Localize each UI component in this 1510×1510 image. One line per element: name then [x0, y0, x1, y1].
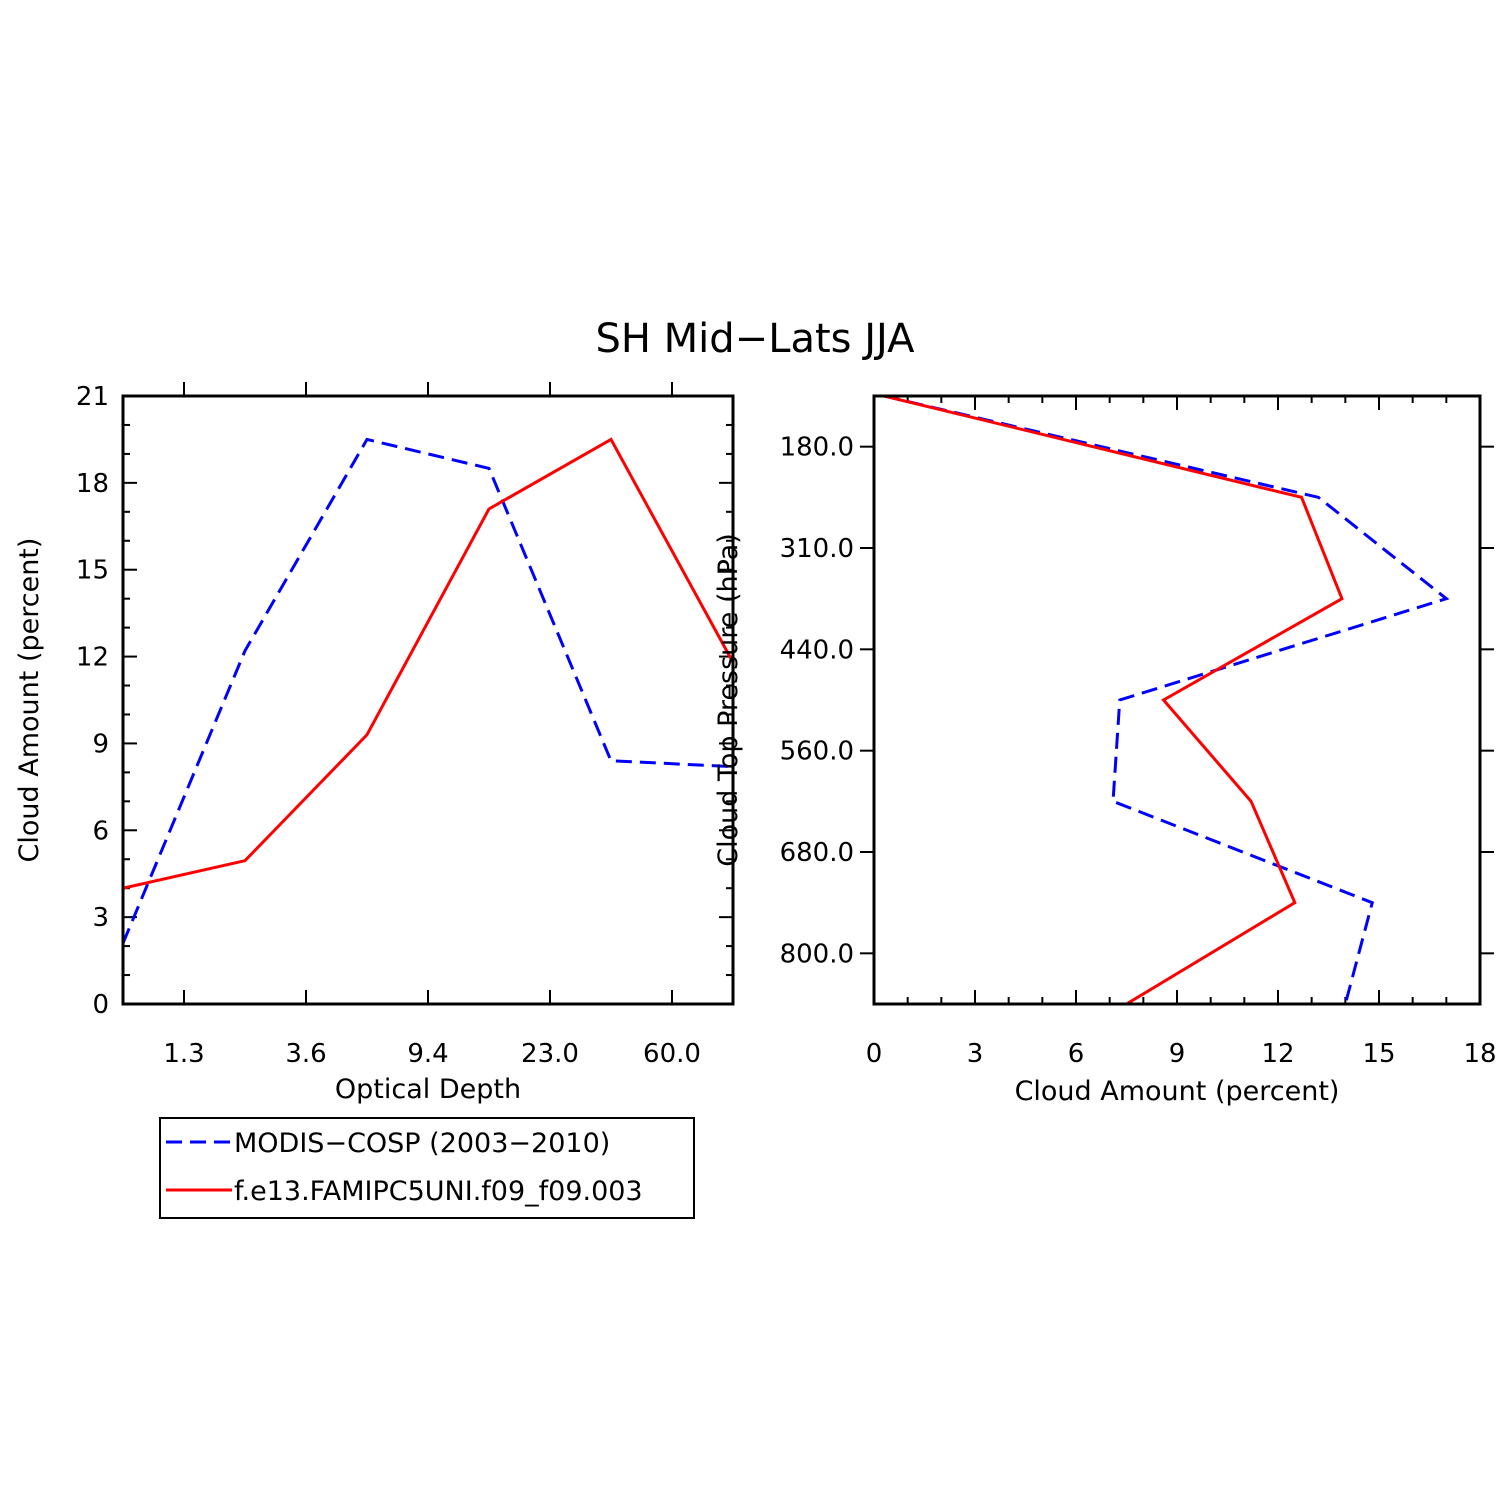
x-tick-label: 0 — [866, 1039, 883, 1069]
y-axis-title: Cloud Amount (percent) — [14, 538, 45, 863]
x-tick-label: 60.0 — [643, 1039, 701, 1069]
x-tick-label: 1.3 — [163, 1039, 204, 1069]
series-line-modis-cosp-2003-2010 — [883, 396, 1450, 1004]
y-tick-label: 15 — [76, 556, 109, 586]
legend-box — [159, 1117, 695, 1219]
y-tick-label: 800.0 — [780, 939, 854, 969]
y-tick-label: 440.0 — [780, 635, 854, 665]
y-tick-label: 0 — [92, 990, 109, 1020]
legend-label-obs: MODIS−COSP (2003−2010) — [234, 1128, 610, 1159]
y-tick-label: 180.0 — [780, 433, 854, 463]
x-tick-label: 12 — [1261, 1039, 1294, 1069]
y-tick-label: 12 — [76, 643, 109, 673]
x-tick-label: 18 — [1463, 1039, 1496, 1069]
optical-depth-panel: 0 3 6 9 12 15 18 21 1.3 3.6 9.4 23.0 60.0 Optical Dep… — [14, 382, 735, 1105]
y-tick-label: 310.0 — [780, 534, 854, 564]
x-tick-label: 9.4 — [407, 1039, 448, 1069]
x-axis-title: Optical Depth — [335, 1074, 521, 1105]
y-axis-title: Cloud Top Pressure (hPa) — [713, 533, 744, 867]
x-tick-label: 3 — [967, 1039, 984, 1069]
x-tick-label: 15 — [1362, 1039, 1395, 1069]
x-tick-label: 9 — [1169, 1039, 1186, 1069]
series-line-f-e13-famipc5uni-f09-f09-003 — [123, 437, 733, 890]
series-line-f-e13-famipc5uni-f09-f09-003 — [883, 396, 1344, 1004]
pressure-profile-panel: 0 3 6 9 12 15 18 180.0 310.0 440.0 560.0 680.0 800.0… — [713, 394, 1497, 1107]
y-tick-label: 9 — [92, 729, 109, 759]
chart-title: SH Mid−Lats JJA — [595, 316, 915, 362]
y-tick-label: 560.0 — [780, 737, 854, 767]
x-tick-label: 23.0 — [521, 1039, 579, 1069]
y-tick-label: 6 — [92, 816, 109, 846]
plot-frame — [121, 394, 735, 1006]
y-tick-label: 680.0 — [780, 838, 854, 868]
series-line-modis-cosp-2003-2010 — [123, 437, 733, 944]
x-tick-label: 6 — [1068, 1039, 1085, 1069]
y-tick-label: 18 — [76, 469, 109, 499]
legend: MODIS−COSP (2003−2010) f.e13.FAMIPC5UNI.… — [159, 1117, 695, 1219]
y-tick-label: 21 — [76, 382, 109, 412]
x-axis-title: Cloud Amount (percent) — [1015, 1076, 1340, 1107]
plot-frame — [872, 394, 1482, 1006]
legend-label-model: f.e13.FAMIPC5UNI.f09_f09.003 — [234, 1176, 643, 1207]
y-tick-label: 3 — [92, 903, 109, 933]
x-tick-label: 3.6 — [285, 1039, 326, 1069]
